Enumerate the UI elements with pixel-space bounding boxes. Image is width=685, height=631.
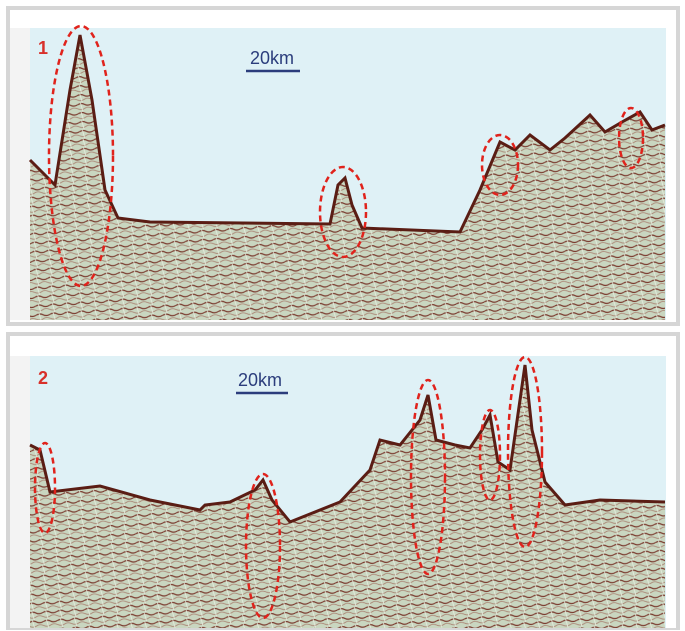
figure: 1 20km 2 20km xyxy=(0,0,685,631)
scale-label: 20km xyxy=(238,370,282,390)
depth-axis xyxy=(10,28,30,320)
scale-label: 20km xyxy=(250,48,294,68)
panel-2: 2 20km xyxy=(6,332,680,630)
panel-label: 1 xyxy=(38,38,48,58)
panel-1: 1 20km xyxy=(6,6,680,326)
panel-label: 2 xyxy=(38,368,48,388)
depth-axis xyxy=(10,356,30,628)
